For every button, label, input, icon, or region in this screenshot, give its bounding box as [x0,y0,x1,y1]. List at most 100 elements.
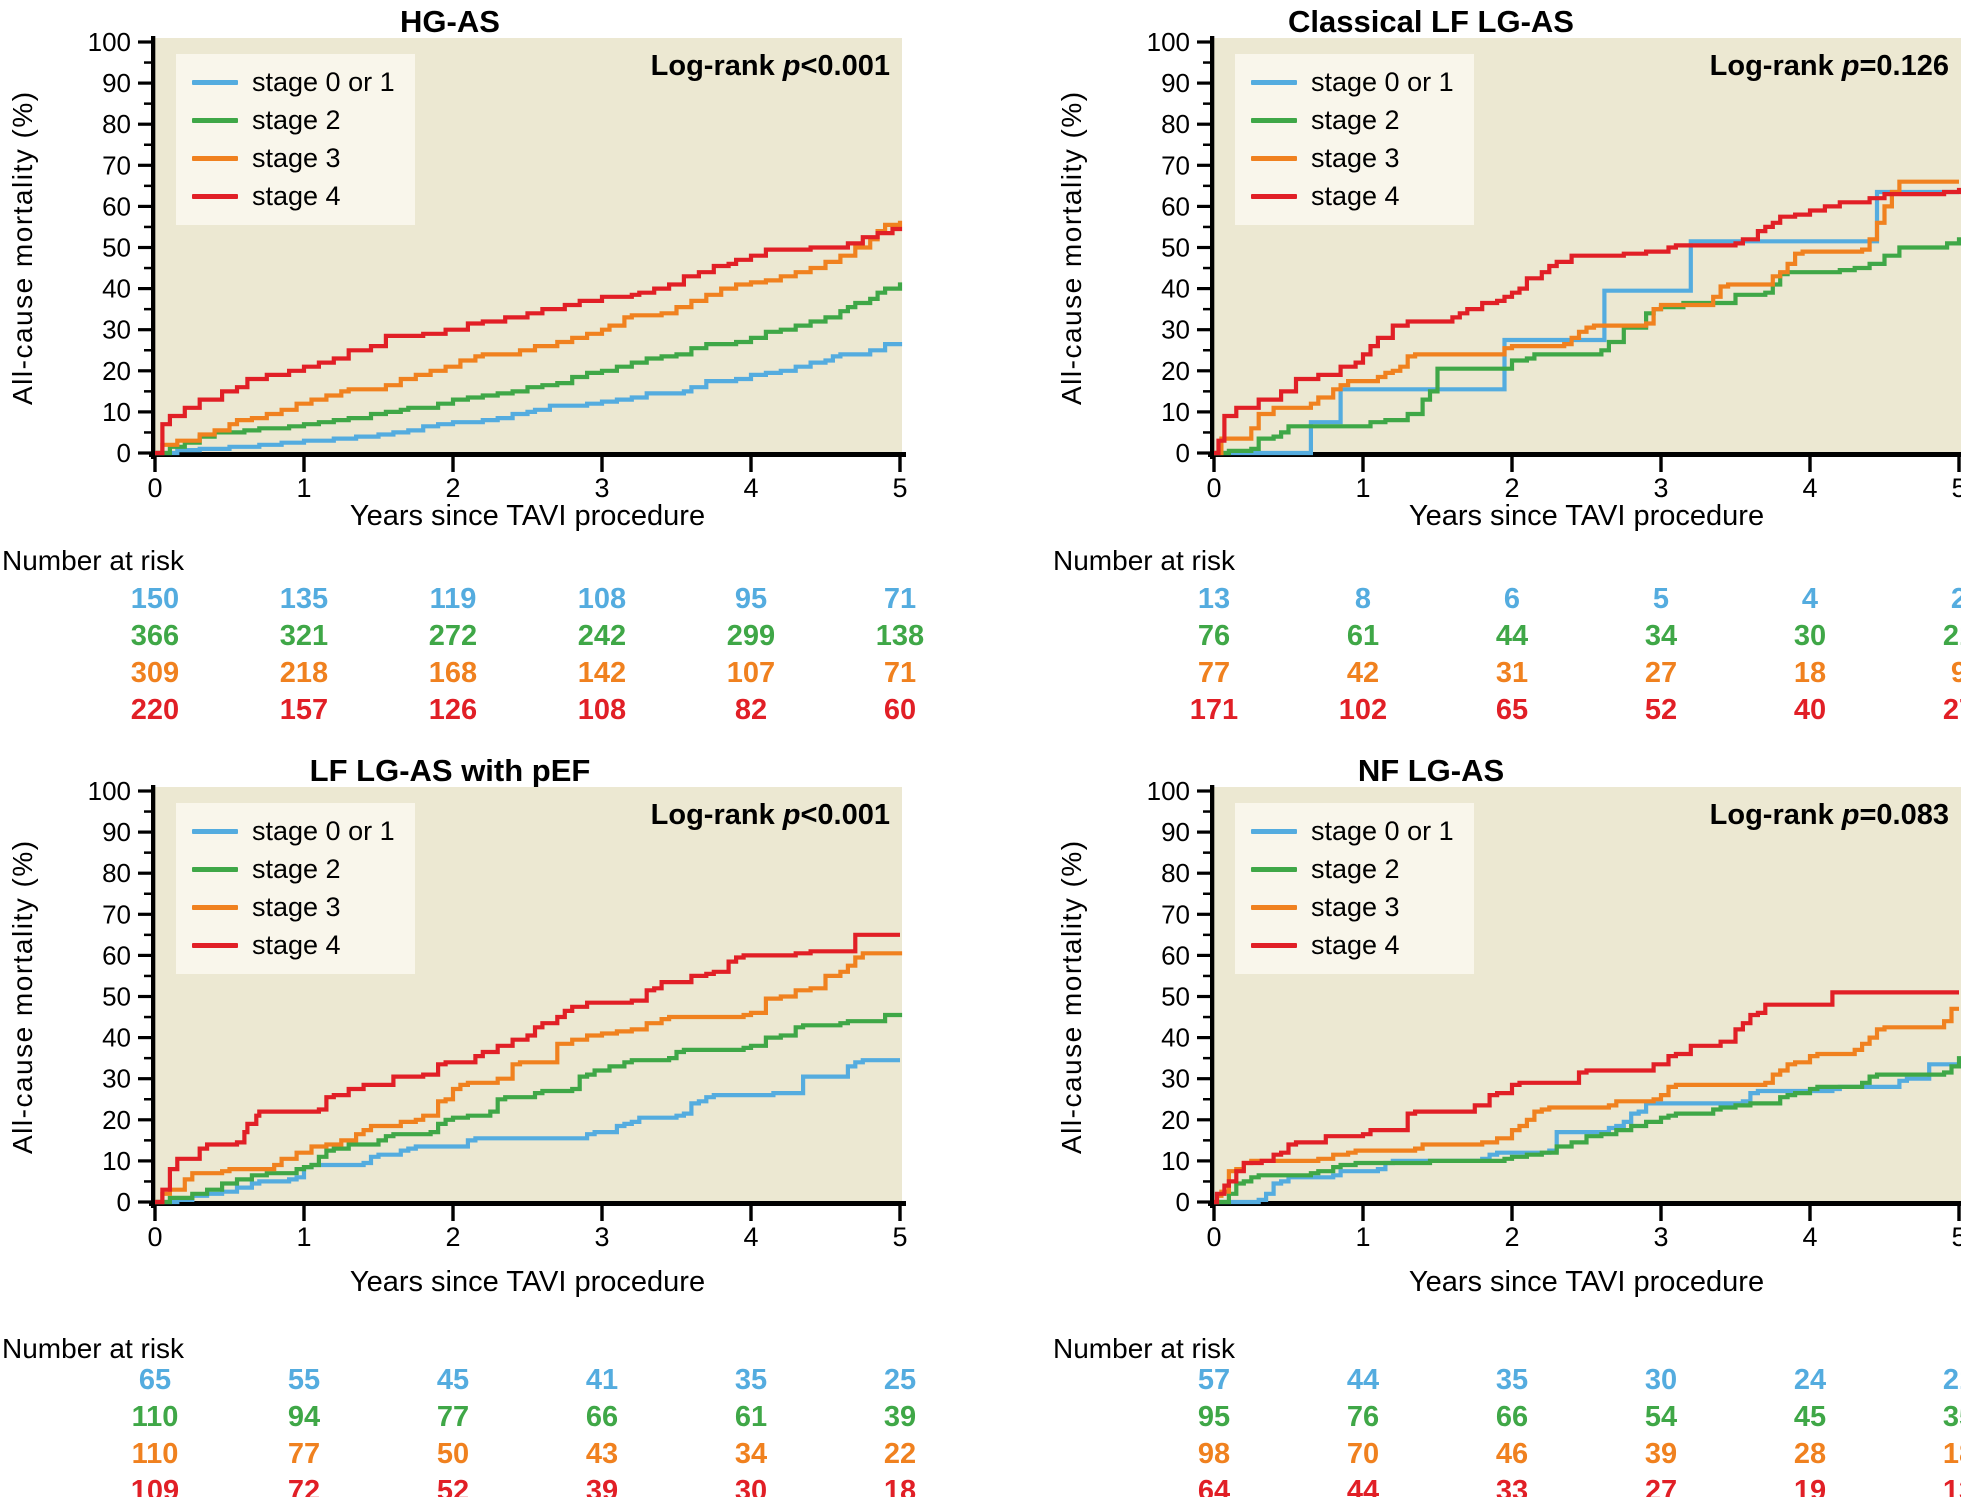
risk-count-stage4: 82 [734,694,768,726]
svg-text:10: 10 [1161,1146,1190,1176]
km-curve-stage4 [155,226,903,456]
risk-count-stage2: 366 [130,620,180,652]
risk-count-stage4: 19 [1793,1475,1827,1497]
y-axis-ticks [138,789,152,1204]
legend-label: stage 2 [252,105,341,135]
risk-count-stage4: 102 [1338,694,1388,726]
risk-count-stage3: 77 [287,1438,321,1470]
legend-item: stage 2 [192,854,395,884]
svg-text:4: 4 [743,1222,758,1252]
x-axis-tick-labels: 0 1 2 3 4 5 [1206,473,1961,503]
risk-count-stage2: 66 [1495,1401,1529,1433]
risk-count-stage01: 55 [287,1364,321,1396]
legend-label: stage 2 [1311,854,1400,884]
x-axis-ticks [153,1206,902,1221]
y-axis-tick-labels: 0 10 20 30 40 50 60 70 80 90 100 [88,27,131,468]
risk-count-stage4: 60 [883,694,917,726]
svg-text:10: 10 [102,1146,131,1176]
risk-count-stage3: 39 [1644,1438,1678,1470]
legend-line-stage2 [1251,867,1297,872]
legend-item: stage 2 [192,105,395,135]
risk-count-stage3: 34 [734,1438,768,1470]
risk-count-stage4: 40 [1793,694,1827,726]
svg-text:0: 0 [1206,1222,1221,1252]
risk-count-stage2: 61 [734,1401,768,1433]
legend-label: stage 0 or 1 [252,67,395,97]
risk-count-stage3: 9 [1950,657,1961,689]
risk-count-stage4: 171 [1189,694,1239,726]
km-curve-stage4 [1214,187,1961,456]
risk-count-stage3: 18 [1793,657,1827,689]
number-at-risk-label: Number at risk [2,545,185,576]
logrank-p: p [1841,50,1860,82]
risk-count-stage4: 52 [436,1475,470,1497]
svg-text:0: 0 [147,1222,162,1252]
legend-label: stage 2 [252,854,341,884]
svg-text:3: 3 [594,473,609,503]
risk-count-stage4: 157 [279,694,329,726]
risk-count-stage01: 71 [883,583,917,615]
risk-count-stage3: 43 [585,1438,619,1470]
risk-count-stage01: 6 [1503,583,1521,615]
legend-label: stage 0 or 1 [1311,816,1454,846]
legend: stage 0 or 1 stage 2 stage 3 stage 4 [1235,803,1474,974]
svg-text:100: 100 [88,27,131,57]
legend-line-stage01 [192,829,238,834]
svg-text:40: 40 [1161,1023,1190,1053]
legend-line-stage01 [1251,829,1297,834]
svg-text:40: 40 [102,1023,131,1053]
risk-count-stage01: 150 [130,583,180,615]
svg-text:90: 90 [102,817,131,847]
svg-text:3: 3 [594,1222,609,1252]
risk-count-stage2: 242 [577,620,627,652]
axes [1208,36,1961,459]
logrank-text: Log-rank p=0.083 [1214,799,1949,832]
svg-text:60: 60 [102,191,131,221]
legend-item: stage 3 [192,892,395,922]
risk-count-stage3: 218 [279,657,329,689]
risk-count-stage2: 34 [1644,620,1678,652]
svg-text:3: 3 [1653,1222,1668,1252]
risk-count-stage3: 110 [131,1438,179,1470]
x-axis-ticks [153,457,902,472]
svg-text:2: 2 [445,473,460,503]
svg-text:80: 80 [1161,109,1190,139]
axes [149,36,906,459]
logrank-value: =0.126 [1859,50,1949,82]
risk-count-stage2: 94 [287,1401,321,1433]
svg-text:5: 5 [892,473,907,503]
risk-count-stage2: 39 [883,1401,917,1433]
svg-text:0: 0 [117,1187,131,1217]
legend-item: stage 4 [1251,930,1454,960]
risk-count-stage01: 25 [883,1364,917,1396]
legend-label: stage 3 [252,143,341,173]
km-curve-stage4 [1214,990,1959,1205]
svg-text:40: 40 [102,274,131,304]
legend-label: stage 0 or 1 [252,816,395,846]
legend-item: stage 4 [1251,181,1454,211]
svg-text:2: 2 [1504,473,1519,503]
legend-line-stage2 [192,867,238,872]
risk-count-stage2: 110 [131,1401,179,1433]
risk-count-stage2: 54 [1644,1401,1678,1433]
risk-count-stage4: 108 [577,694,627,726]
risk-count-stage01: 30 [1644,1364,1678,1396]
svg-text:20: 20 [102,1105,131,1135]
risk-count-stage01: 13 [1197,583,1231,615]
risk-table: 57 44 35 30 24 21 95 76 66 54 45 35 98 70 46 39 28 18 64 44… [981,1365,1961,1497]
x-axis-label: Years since TAVI procedure [1408,1266,1765,1298]
panel-title: HG-AS [400,4,500,39]
risk-count-stage2: 138 [875,620,925,652]
legend-label: stage 3 [1311,143,1400,173]
svg-text:80: 80 [102,858,131,888]
km-curve-stage01 [1214,1062,1959,1205]
logrank-prefix: Log-rank [1709,50,1842,82]
x-axis-label: Years since TAVI procedure [349,1266,706,1298]
risk-table: 1386542766144343021774231271891711026552… [981,584,1961,744]
risk-count-stage3: 22 [883,1438,917,1470]
svg-text:100: 100 [1147,27,1190,57]
risk-count-stage2: 35 [1942,1401,1961,1433]
number-at-risk-label: Number at risk [2,1333,185,1364]
svg-text:40: 40 [1161,274,1190,304]
legend-item: stage 2 [1251,105,1454,135]
